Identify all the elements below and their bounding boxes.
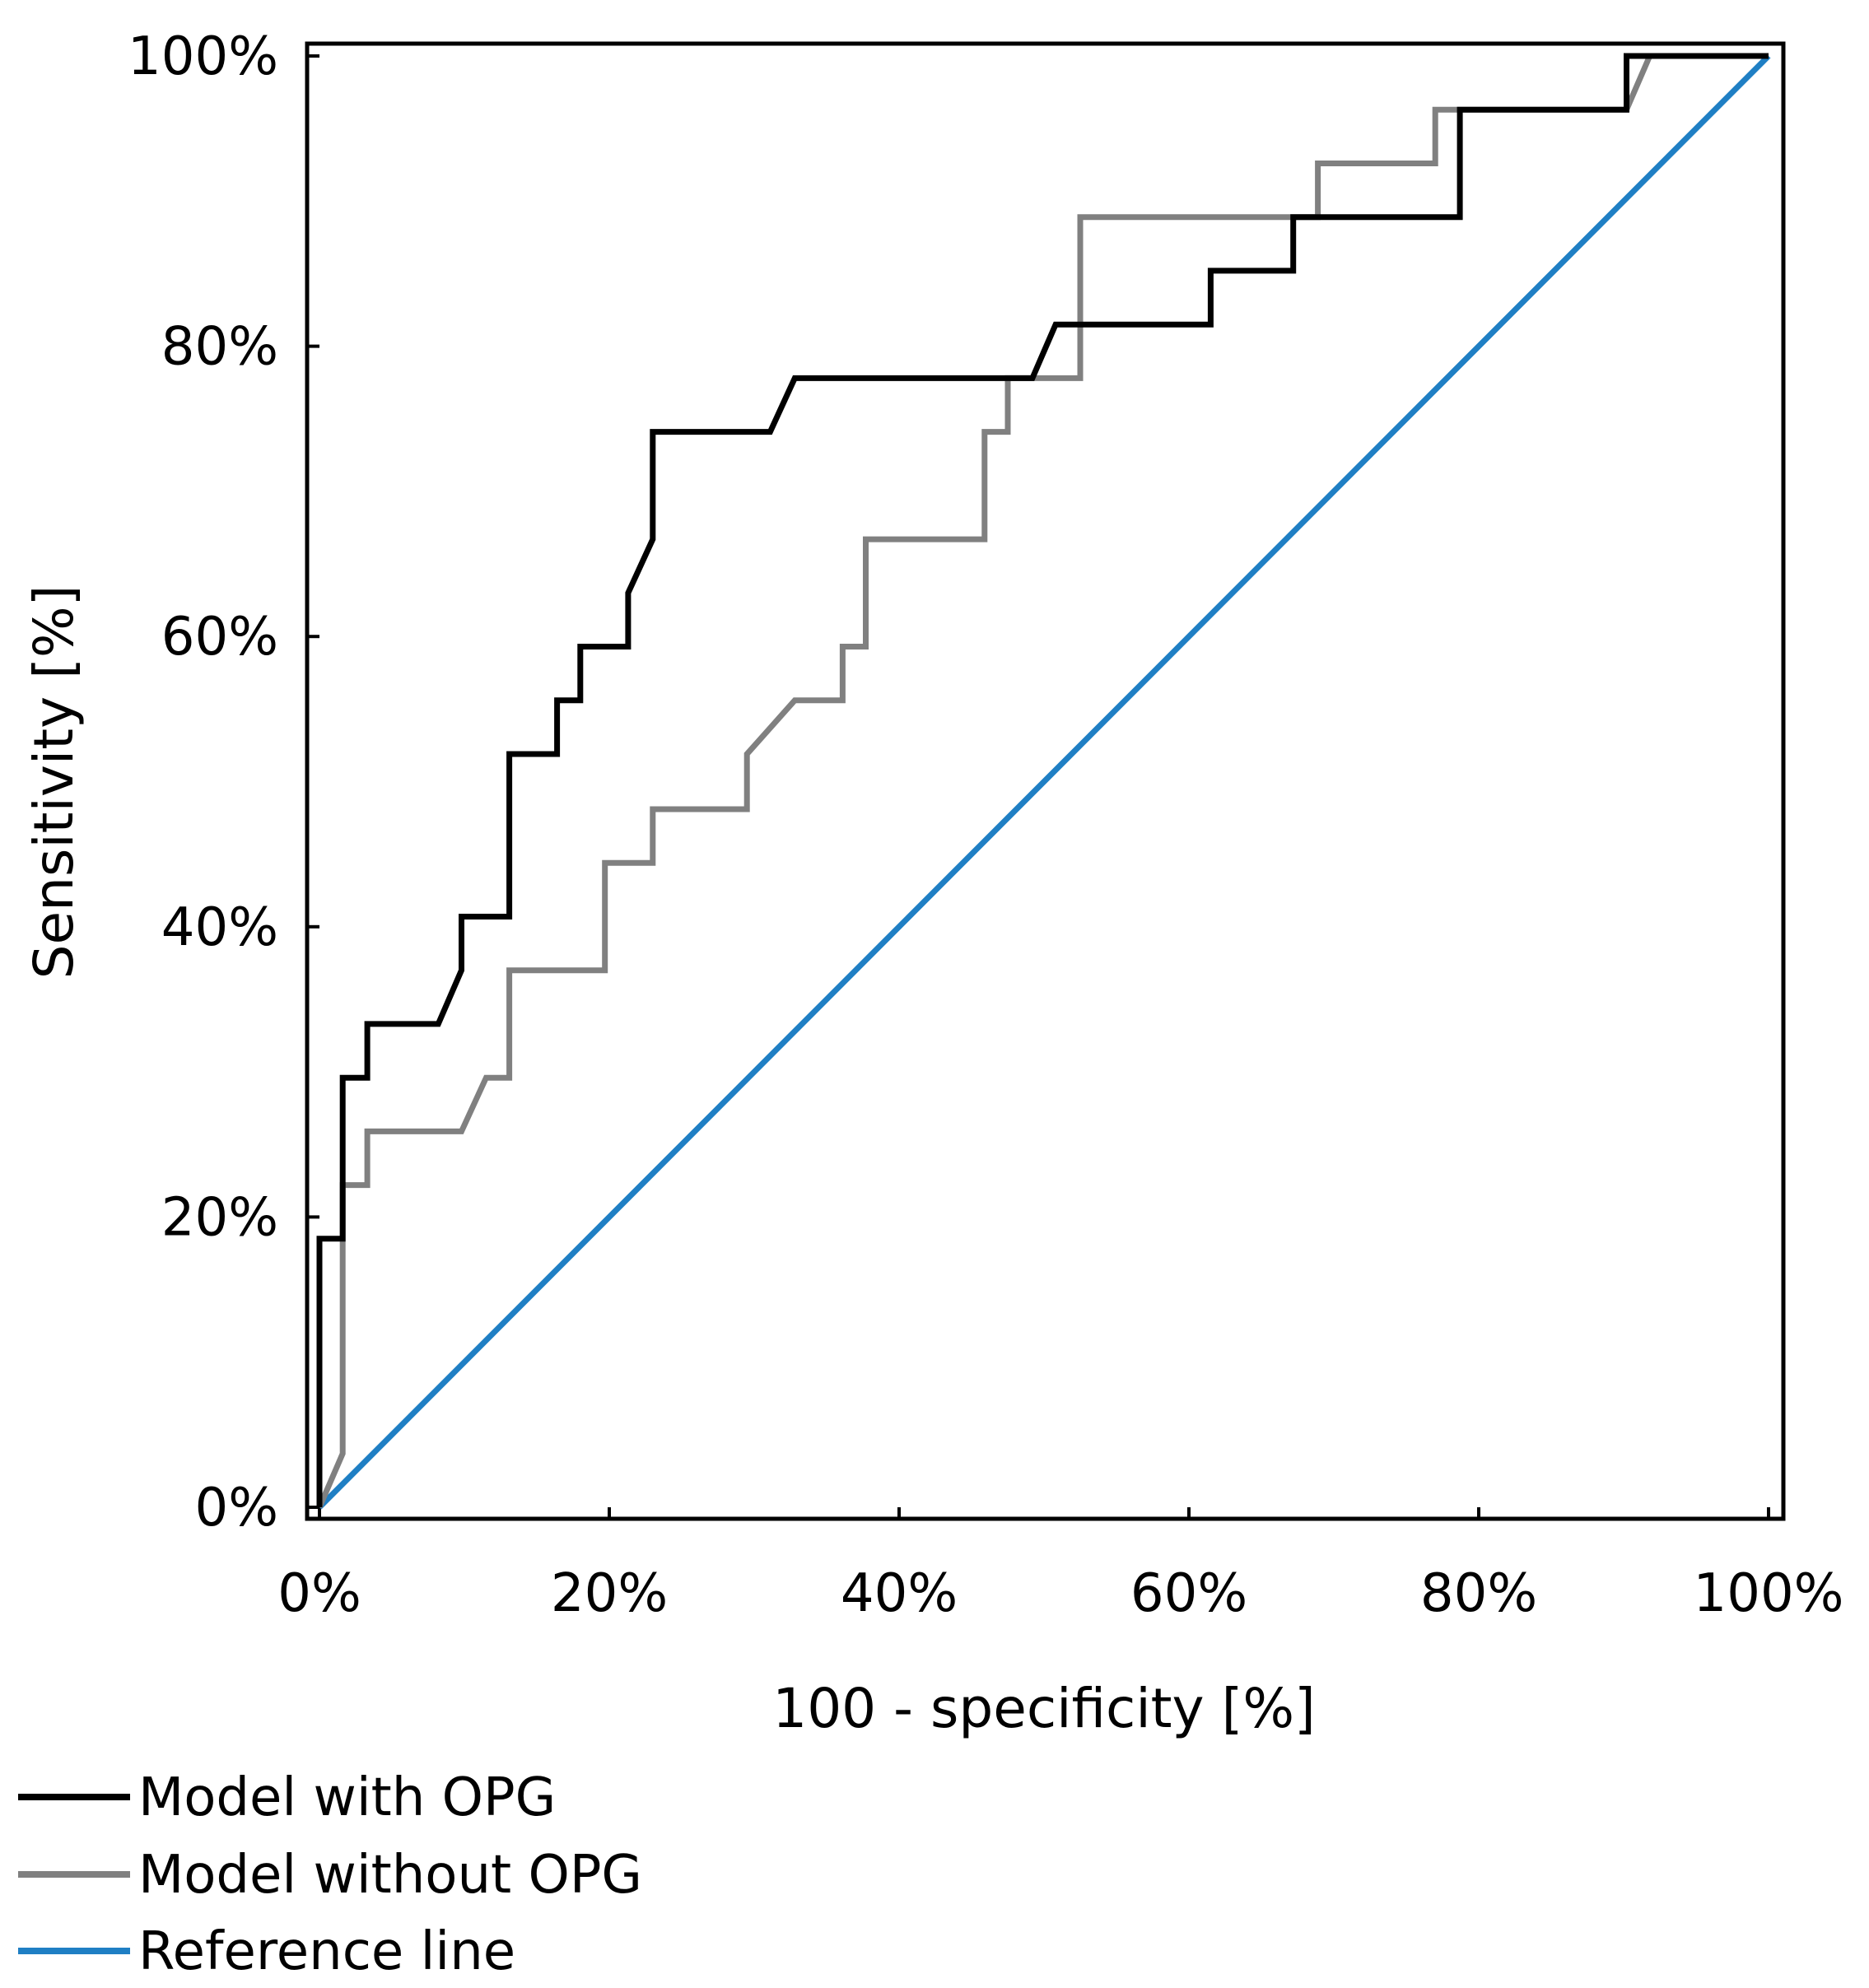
x-tick-label: 40%	[841, 1563, 958, 1624]
legend-label-reference-line: Reference line	[138, 1921, 515, 1982]
model-with-opg-line	[316, 53, 1769, 1507]
y-axis-ticks: 0% 20% 40% 60% 80% 100%	[128, 26, 319, 1539]
y-tick-label: 0%	[194, 1478, 278, 1539]
y-tick-label: 80%	[161, 317, 278, 378]
x-axis-title: 100 - specificity [%]	[772, 1677, 1316, 1740]
y-axis-title: Sensitivity [%]	[22, 585, 86, 980]
x-tick-label: 0%	[277, 1563, 361, 1624]
x-tick-label: 100%	[1694, 1563, 1844, 1624]
reference-line	[317, 54, 1771, 1510]
x-axis-ticks: 0% 20% 40% 60% 80% 100%	[277, 1507, 1843, 1624]
legend: Model with OPG Model without OPG Reference…	[18, 1767, 642, 1982]
model-without-opg-line	[316, 53, 1769, 1509]
legend-label-model-without-opg: Model without OPG	[138, 1845, 642, 1906]
x-tick-label: 20%	[551, 1563, 668, 1624]
x-tick-label: 80%	[1420, 1563, 1537, 1624]
series-layer	[316, 53, 1771, 1510]
y-tick-label: 60%	[161, 607, 278, 668]
legend-label-model-with-opg: Model with OPG	[138, 1767, 556, 1828]
y-tick-label: 40%	[161, 897, 278, 958]
x-tick-label: 60%	[1130, 1563, 1247, 1624]
plot-frame	[305, 41, 1786, 1521]
y-tick-label: 100%	[128, 26, 278, 87]
y-tick-label: 20%	[161, 1187, 278, 1248]
